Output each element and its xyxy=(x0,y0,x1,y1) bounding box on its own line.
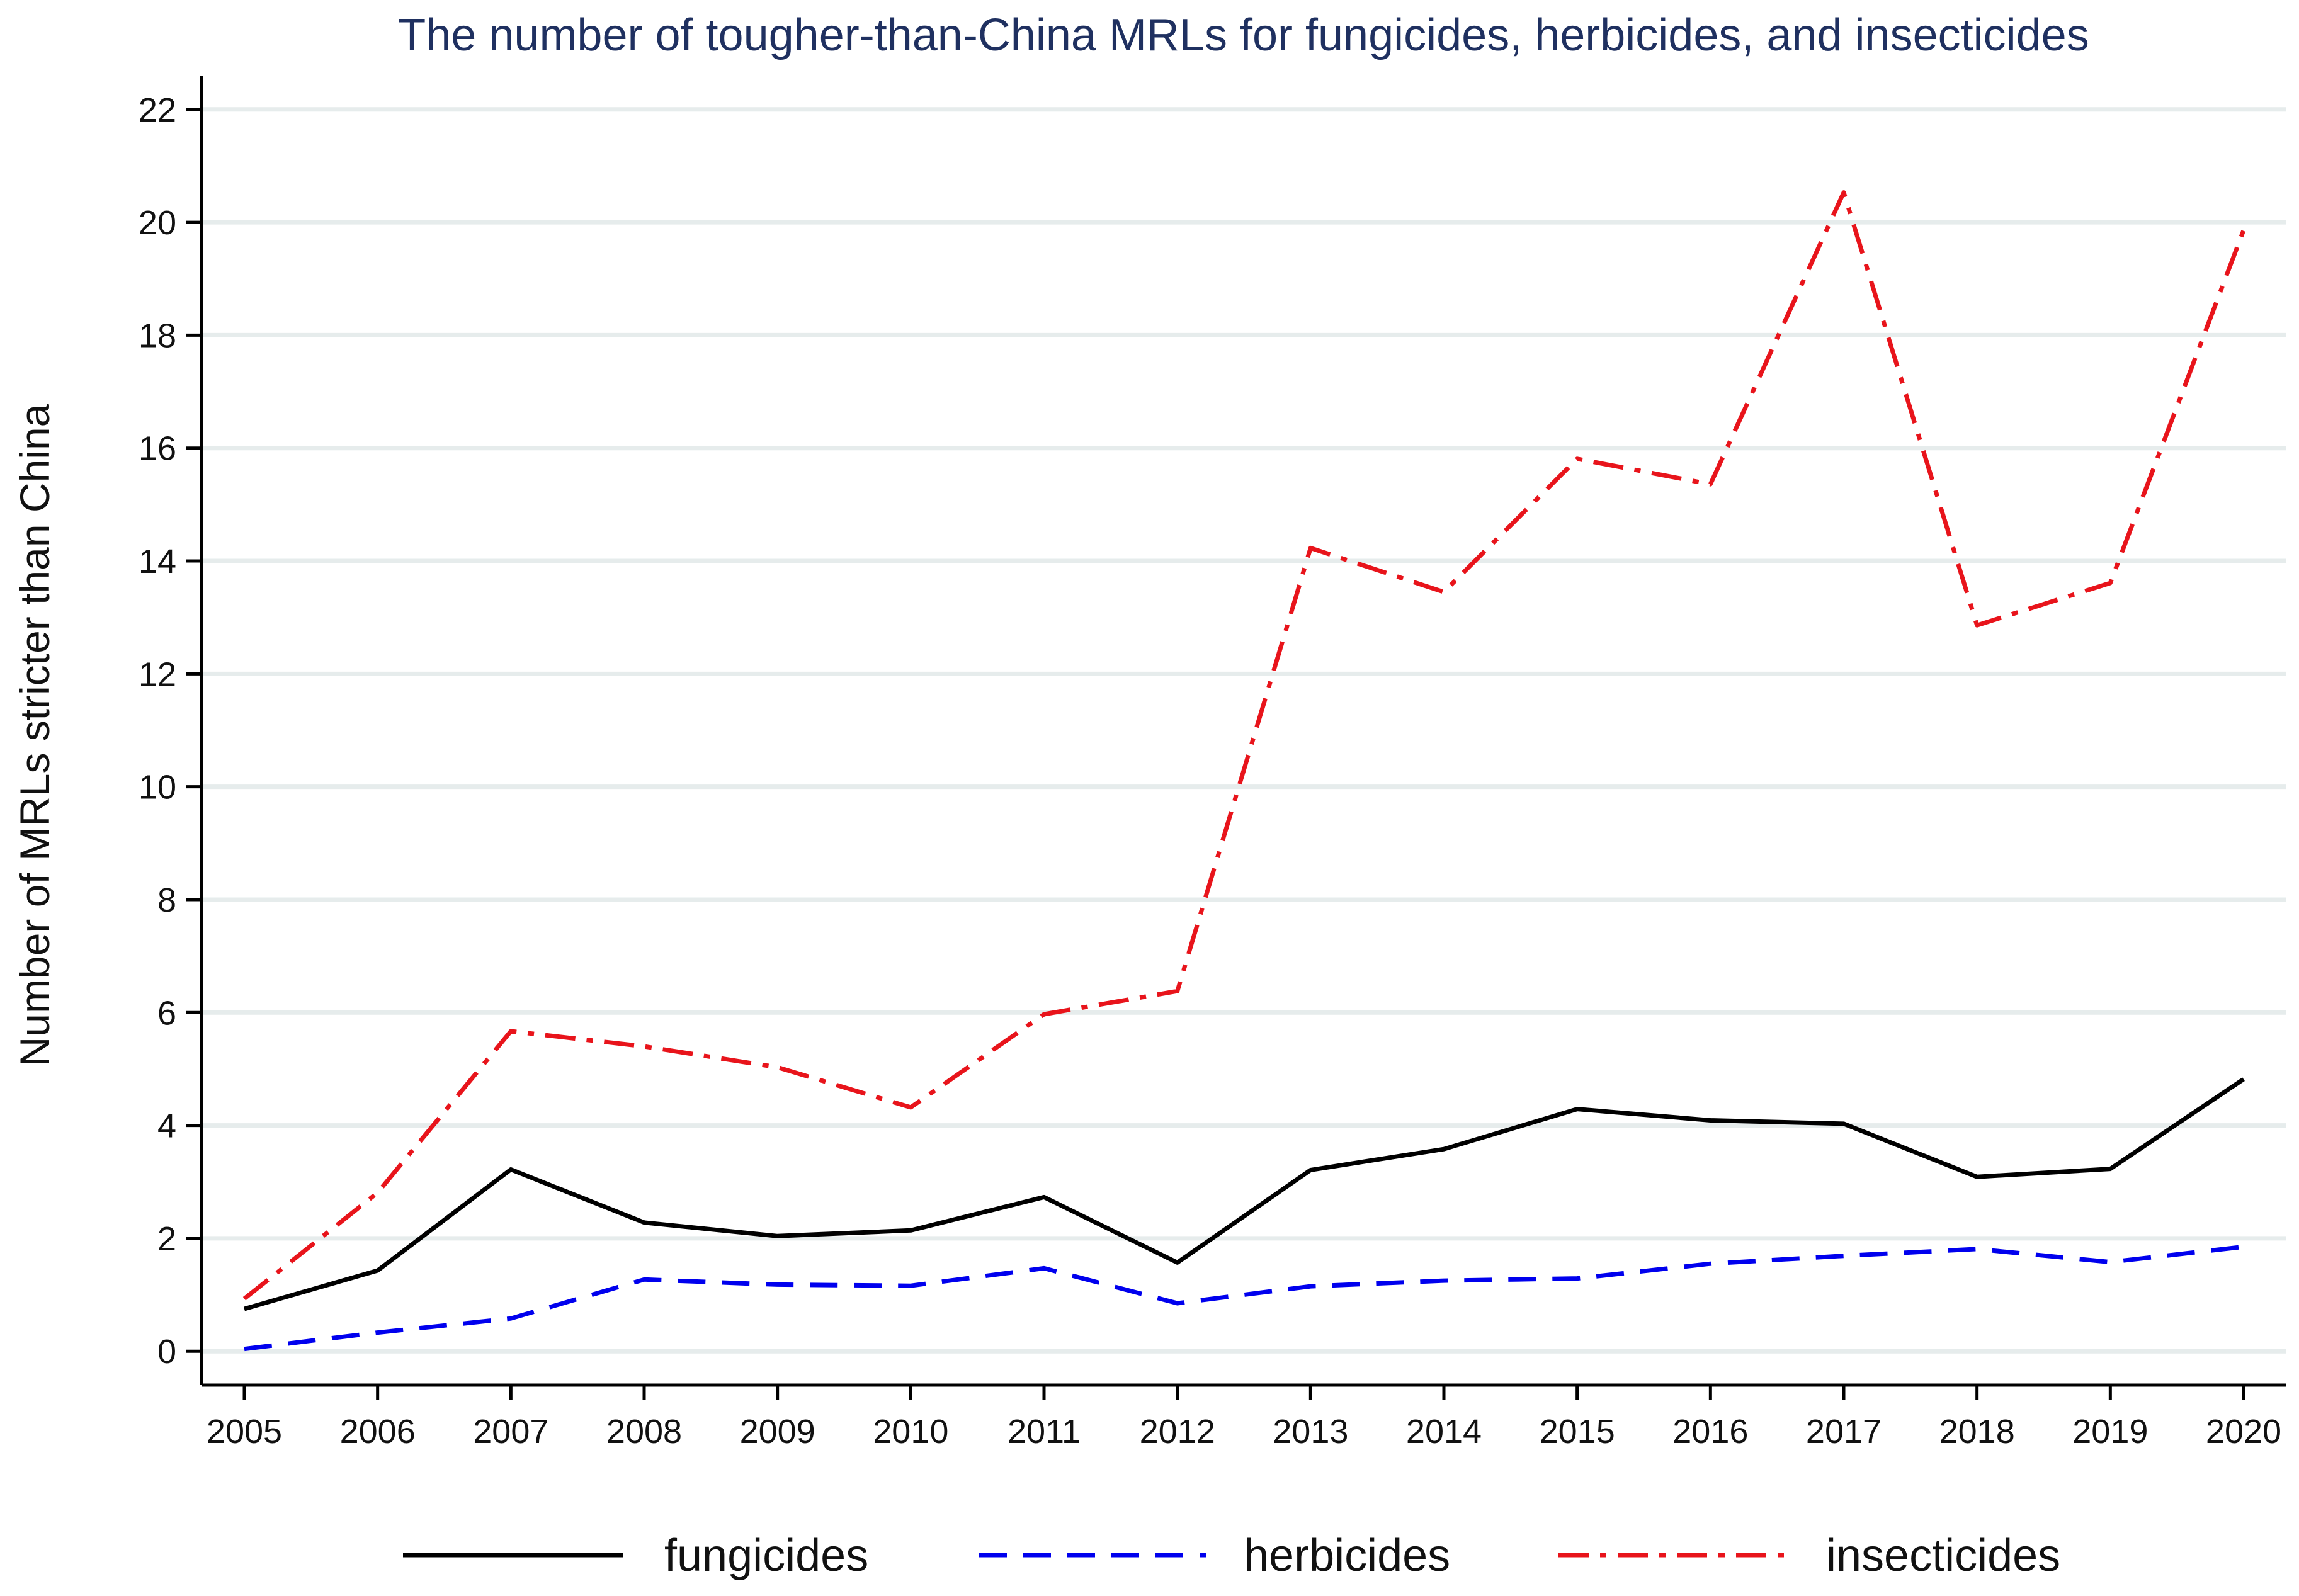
y-axis-label: Number of MRLs stricter than China xyxy=(11,404,58,1067)
x-tick-label-2013: 2013 xyxy=(1273,1413,1348,1451)
x-tick-label-2005: 2005 xyxy=(207,1413,282,1451)
y-tick-label-2: 2 xyxy=(157,1220,176,1258)
x-tick-label-2011: 2011 xyxy=(1008,1413,1081,1451)
x-tick-label-2010: 2010 xyxy=(873,1413,948,1451)
series-line-fungicides xyxy=(244,1077,2245,1311)
chart-title: The number of tougher-than-China MRLs fo… xyxy=(398,10,2089,60)
y-tick-label-10: 10 xyxy=(139,769,176,806)
gridlines xyxy=(202,107,2286,1354)
series-line-insecticides xyxy=(242,190,2246,1301)
y-tick-label-16: 16 xyxy=(139,430,176,468)
legend-label-fungicides: fungicides xyxy=(664,1531,868,1581)
x-tick-label-2014: 2014 xyxy=(1406,1413,1482,1451)
legend: fungicides herbicides insecticides xyxy=(403,1531,2060,1581)
y-tick-label-22: 22 xyxy=(139,91,176,129)
series-line-herbicides xyxy=(244,1244,2244,1352)
y-tick-label-0: 0 xyxy=(157,1333,176,1371)
x-tick-label-2012: 2012 xyxy=(1140,1413,1215,1451)
y-tick-label-6: 6 xyxy=(157,994,176,1032)
y-tick-label-12: 12 xyxy=(139,655,176,693)
y-tick-label-8: 8 xyxy=(157,881,176,919)
x-tick-label-2019: 2019 xyxy=(2072,1413,2148,1451)
x-tick-label-2009: 2009 xyxy=(740,1413,815,1451)
axes xyxy=(186,76,2286,1400)
y-tick-label-14: 14 xyxy=(139,543,176,580)
x-tick-label-2020: 2020 xyxy=(2206,1413,2281,1451)
x-tick-label-2008: 2008 xyxy=(606,1413,682,1451)
x-tick-label-2016: 2016 xyxy=(1672,1413,1748,1451)
y-tick-label-4: 4 xyxy=(157,1107,176,1145)
y-tick-label-20: 20 xyxy=(139,204,176,242)
x-tick-label-2007: 2007 xyxy=(473,1413,548,1451)
tick-labels: 0 2 4 6 8 10 12 14 16 18 20 22 2005 2006 2007 2008 2009 2… xyxy=(139,91,2281,1451)
legend-label-herbicides: herbicides xyxy=(1244,1531,1450,1581)
x-tick-label-2018: 2018 xyxy=(1939,1413,2015,1451)
series-lines xyxy=(242,190,2246,1352)
y-tick-label-18: 18 xyxy=(139,317,176,354)
x-tick-label-2017: 2017 xyxy=(1806,1413,1882,1451)
x-tick-label-2006: 2006 xyxy=(340,1413,416,1451)
legend-label-insecticides: insecticides xyxy=(1826,1531,2060,1581)
x-tick-label-2015: 2015 xyxy=(1540,1413,1615,1451)
